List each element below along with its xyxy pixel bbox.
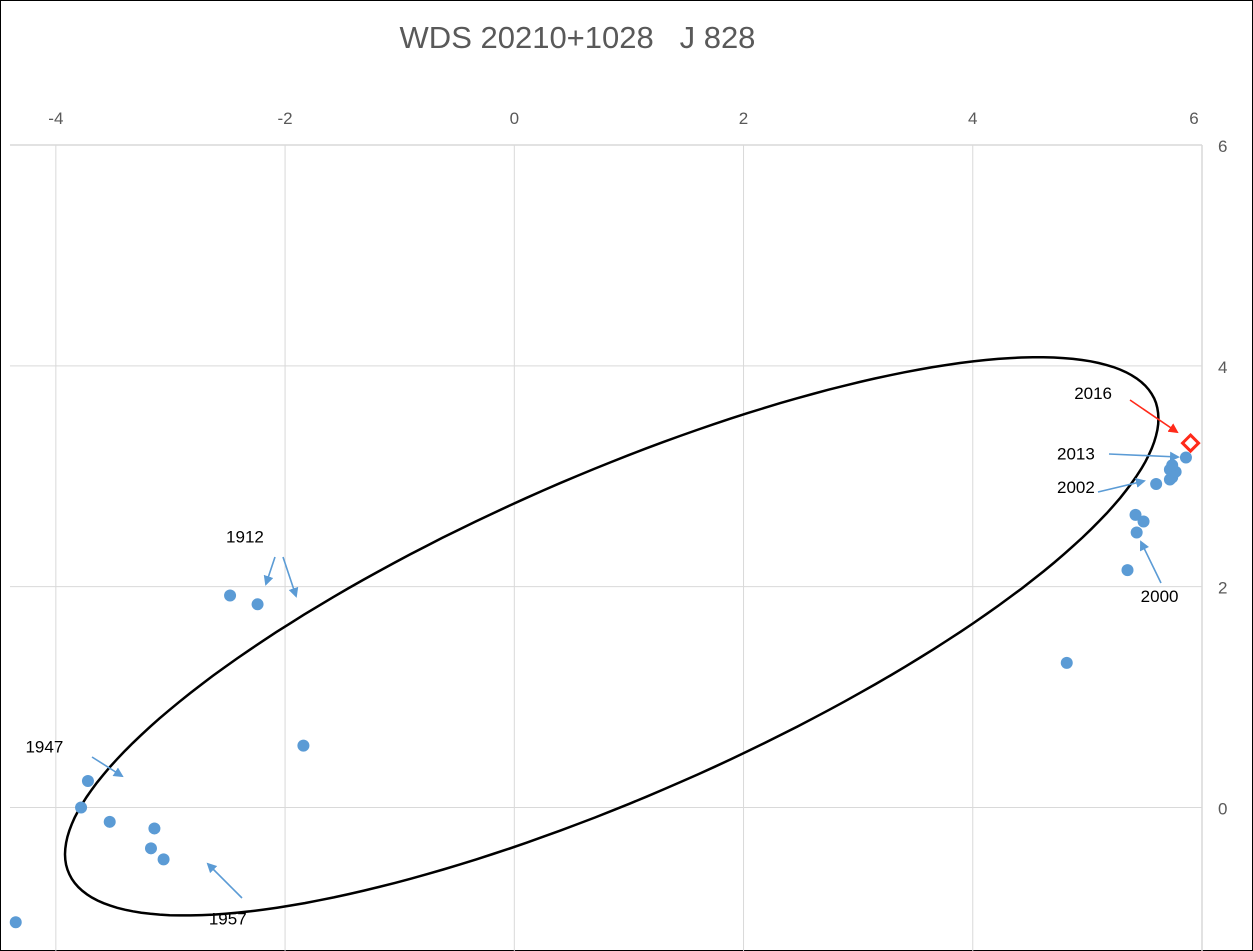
- orbit-layer: [63, 355, 1160, 917]
- data-point: [251, 598, 264, 611]
- x-tick-label: -4: [48, 109, 63, 128]
- annotation-arrow: [1108, 451, 1180, 462]
- annotation-label-1912: 1912: [226, 527, 264, 546]
- annotation-labels: 1912 1947 1957 2016 2013 2002 2000: [25, 384, 1178, 929]
- data-point: [1129, 508, 1142, 521]
- data-point: [1121, 564, 1134, 577]
- data-point: [297, 739, 310, 752]
- current-position-marker: [1180, 432, 1201, 454]
- annotation-label-1957: 1957: [209, 910, 247, 929]
- x-tick-label: 4: [968, 109, 977, 128]
- annotation-arrow: [91, 756, 124, 778]
- annotation-arrow: [206, 862, 243, 899]
- x-tick-label: 0: [510, 109, 519, 128]
- annotation-arrow: [1140, 540, 1162, 584]
- data-point: [1060, 656, 1073, 669]
- data-point: [157, 853, 170, 866]
- annotation-label-2016: 2016: [1074, 384, 1112, 403]
- annotation-arrow: [282, 556, 299, 598]
- data-point: [1130, 526, 1143, 539]
- y-tick-label: 6: [1218, 137, 1227, 156]
- x-tick-label: 2: [739, 109, 748, 128]
- annotation-label-1947: 1947: [25, 737, 63, 756]
- annotation-arrows: [91, 399, 1180, 899]
- data-point: [9, 916, 22, 929]
- annotation-arrow: [1097, 477, 1146, 493]
- data-point: [75, 801, 88, 814]
- data-point: [1166, 459, 1179, 472]
- y-tick-label: 0: [1218, 799, 1227, 818]
- data-point: [144, 842, 157, 855]
- chart-title: WDS 20210+1028 J 828: [399, 20, 756, 55]
- y-tick-label: 4: [1218, 358, 1227, 377]
- x-tick-label: -2: [278, 109, 293, 128]
- annotation-arrow: [263, 556, 276, 586]
- y-tick-label: 2: [1218, 579, 1227, 598]
- data-point: [81, 774, 94, 787]
- data-point: [1137, 515, 1150, 528]
- tick-labels: -4 -2 0 2 4 6 0 2 4 6: [48, 109, 1227, 818]
- grid-lines: [10, 144, 1203, 951]
- data-point: [103, 815, 116, 828]
- orbit-ellipse: [63, 355, 1160, 917]
- annotation-arrow: [1129, 399, 1179, 434]
- data-point: [224, 589, 237, 602]
- data-point: [148, 822, 161, 835]
- x-tick-label: 6: [1189, 109, 1198, 128]
- data-point: [1179, 451, 1192, 464]
- annotation-label-2013: 2013: [1057, 445, 1095, 464]
- annotation-label-2002: 2002: [1057, 478, 1095, 497]
- data-point: [1150, 477, 1163, 490]
- annotation-label-2000: 2000: [1141, 587, 1179, 606]
- data-points: [9, 432, 1201, 929]
